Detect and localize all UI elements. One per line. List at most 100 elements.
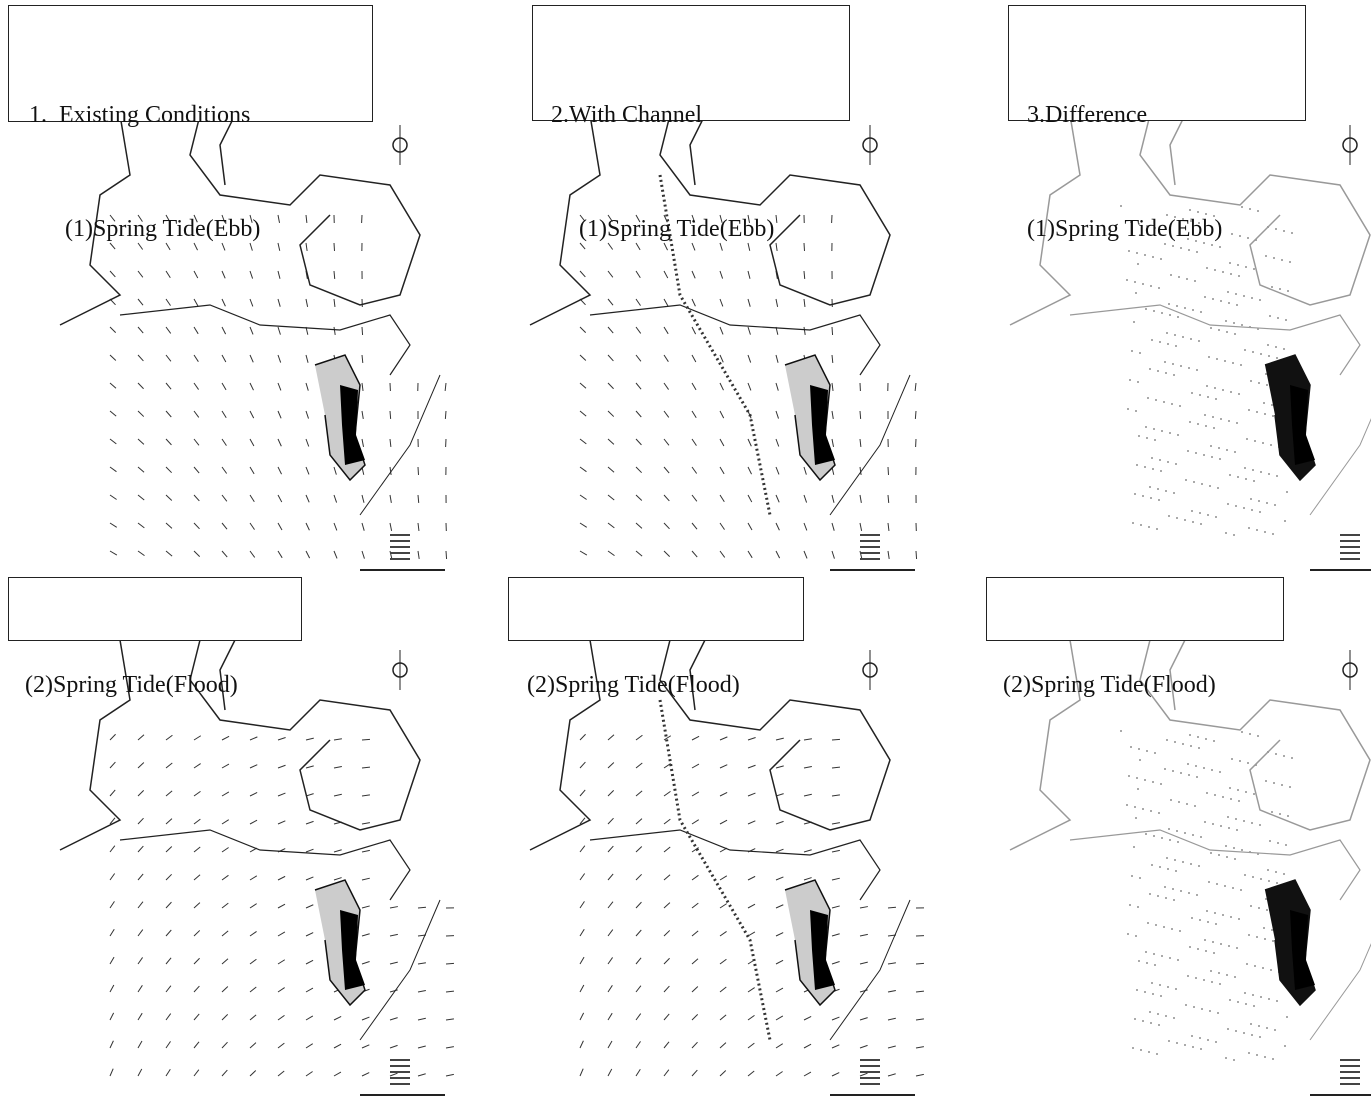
difference-dot xyxy=(1198,865,1200,867)
flow-vector xyxy=(720,411,724,418)
flow-vector xyxy=(608,818,614,824)
difference-dot xyxy=(1233,847,1235,849)
flow-vector xyxy=(138,1041,142,1048)
difference-dot xyxy=(1190,863,1192,865)
flow-vector xyxy=(860,439,861,447)
difference-dot xyxy=(1264,413,1266,415)
difference-dot xyxy=(1157,488,1159,490)
flow-vector xyxy=(110,523,117,527)
difference-dot xyxy=(1238,918,1240,920)
difference-dot xyxy=(1289,786,1291,788)
flow-vector xyxy=(692,959,698,964)
difference-dot xyxy=(1279,813,1281,815)
difference-dot xyxy=(1243,507,1245,509)
flow-vector xyxy=(608,985,612,992)
flow-vector xyxy=(362,383,363,391)
flow-vector xyxy=(278,932,285,936)
flow-vector xyxy=(776,905,783,908)
difference-dot xyxy=(1222,389,1224,391)
difference-dot xyxy=(1215,923,1217,925)
difference-dot xyxy=(1136,464,1138,466)
flow-vector xyxy=(334,495,337,503)
difference-dot xyxy=(1157,895,1159,897)
flow-vector xyxy=(334,327,335,335)
flow-vector xyxy=(636,1069,640,1076)
flow-vector xyxy=(110,901,114,908)
difference-dot xyxy=(1225,845,1227,847)
difference-dot xyxy=(1230,798,1232,800)
difference-dot xyxy=(1256,529,1258,531)
difference-dot xyxy=(1150,1022,1152,1024)
flow-vector xyxy=(608,1041,612,1048)
flow-vector xyxy=(888,523,889,531)
difference-dot xyxy=(1151,457,1153,459)
difference-dot xyxy=(1142,495,1144,497)
flow-vector xyxy=(720,495,724,502)
flow-vector xyxy=(915,383,916,391)
difference-dot xyxy=(1265,780,1267,782)
flow-vector xyxy=(166,551,172,556)
difference-dot xyxy=(1237,1001,1239,1003)
flow-vector xyxy=(832,906,840,908)
flow-vector xyxy=(664,791,671,796)
flow-vector xyxy=(692,523,697,529)
flow-vector xyxy=(748,551,752,558)
difference-dot xyxy=(1160,470,1162,472)
flow-vector xyxy=(250,327,253,334)
difference-dot xyxy=(1245,478,1247,480)
flow-vector xyxy=(804,467,806,475)
flow-vector xyxy=(832,355,833,363)
flow-vector xyxy=(278,383,281,390)
difference-dot xyxy=(1204,414,1206,416)
flow-vector xyxy=(692,792,699,796)
flow-vector xyxy=(222,820,229,824)
flow-vector xyxy=(222,1014,228,1020)
flow-vector xyxy=(888,990,896,992)
shoreline xyxy=(360,375,440,515)
difference-dot xyxy=(1163,401,1165,403)
flow-vector xyxy=(166,439,171,445)
flow-vector xyxy=(608,846,613,852)
flow-vector xyxy=(580,901,584,908)
difference-dot xyxy=(1234,333,1236,335)
difference-dot xyxy=(1211,981,1213,983)
difference-dot xyxy=(1145,833,1147,835)
flow-vector xyxy=(334,551,337,558)
difference-dot xyxy=(1168,1040,1170,1042)
difference-dot xyxy=(1275,346,1277,348)
flow-vector xyxy=(692,1014,698,1020)
flow-vector xyxy=(748,1071,754,1076)
difference-dot xyxy=(1260,471,1262,473)
difference-dot xyxy=(1156,1053,1158,1055)
difference-dot xyxy=(1192,834,1194,836)
difference-dot xyxy=(1258,1025,1260,1027)
difference-dot xyxy=(1208,881,1210,883)
flow-vector xyxy=(720,987,726,992)
flow-vector xyxy=(916,963,924,964)
flow-vector xyxy=(110,327,116,333)
flow-vector xyxy=(362,411,363,419)
difference-dot xyxy=(1253,480,1255,482)
difference-dot xyxy=(1139,352,1141,354)
difference-dot xyxy=(1197,948,1199,950)
flow-vector xyxy=(362,439,364,447)
flow-vector xyxy=(580,873,585,880)
flow-vector xyxy=(250,467,254,474)
difference-dot xyxy=(1229,999,1231,1001)
flow-vector xyxy=(278,495,282,502)
difference-dot xyxy=(1271,929,1273,931)
flow-vector xyxy=(832,523,834,531)
flow-vector xyxy=(166,791,172,796)
difference-dot xyxy=(1210,852,1212,854)
flow-vector xyxy=(692,439,696,446)
difference-dot xyxy=(1131,875,1133,877)
panel-label: 1. Existing Conditions (1)Spring Tide(Eb… xyxy=(8,5,373,122)
flow-vector xyxy=(166,986,171,992)
difference-dot xyxy=(1175,463,1177,465)
flow-vector xyxy=(608,902,613,908)
difference-dot xyxy=(1281,784,1283,786)
flow-vector xyxy=(636,902,641,908)
flow-vector xyxy=(278,904,285,908)
flow-vector xyxy=(608,355,613,361)
difference-dot xyxy=(1248,409,1250,411)
